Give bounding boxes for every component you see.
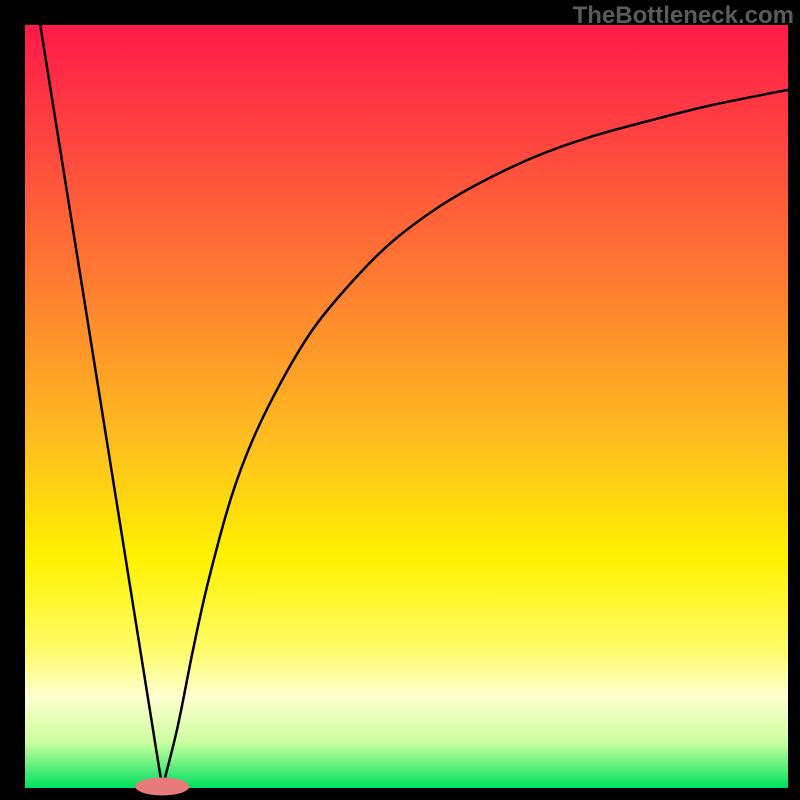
watermark-label: TheBottleneck.com [573,2,794,30]
chart-container: TheBottleneck.com [0,0,800,800]
chart-background [25,25,788,788]
bottleneck-chart [0,0,800,800]
optimal-marker [135,777,189,795]
